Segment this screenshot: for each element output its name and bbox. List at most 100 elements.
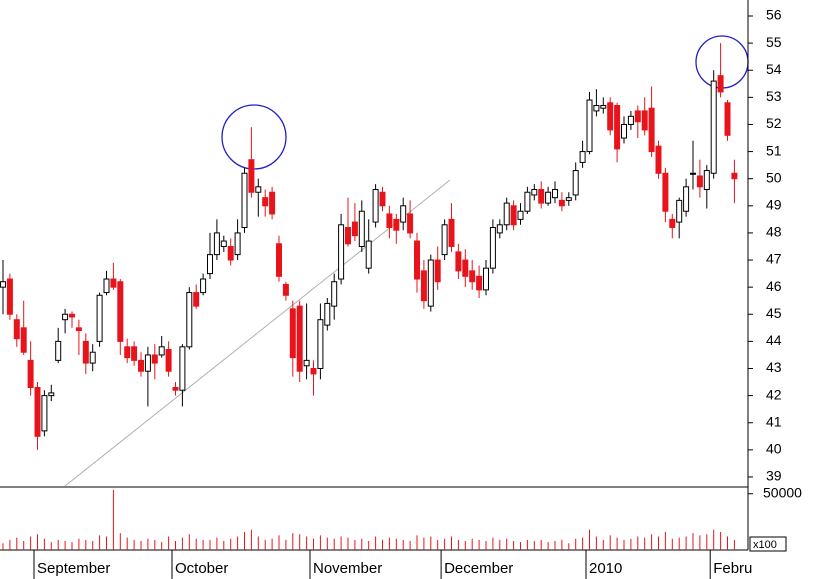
candle-body [517, 210, 524, 220]
candle-body [407, 213, 414, 234]
candle-body [372, 189, 379, 223]
candle-body [710, 80, 717, 174]
y-tick-label: 54 [766, 61, 782, 77]
candle-body [724, 102, 731, 136]
candle-body [634, 110, 641, 123]
unit-box [749, 536, 787, 552]
candle-body [172, 386, 179, 391]
candle-body [96, 294, 103, 342]
candle-body [0, 281, 6, 288]
candle-body [110, 278, 117, 288]
candle-body [269, 191, 276, 215]
y-tick-label: 47 [766, 251, 782, 267]
x-tick-label: Febru [713, 560, 752, 577]
candle-body [138, 359, 144, 372]
candle-body [345, 227, 351, 245]
candle-body [676, 199, 683, 223]
candle-body [393, 218, 400, 231]
candle-body [655, 145, 662, 174]
candle-body [241, 172, 248, 229]
candle-body [282, 283, 289, 296]
candle-body [455, 251, 462, 272]
candle-body [489, 227, 496, 269]
candle-body [621, 123, 627, 139]
candle-body [400, 205, 407, 223]
volume-tick-label: 50000 [763, 484, 802, 500]
candle-body [510, 205, 517, 226]
candle-body [462, 259, 469, 277]
volume-unit-label: x100 [753, 539, 777, 551]
x-tick-label: October [175, 560, 228, 577]
candle-body [20, 327, 27, 353]
candle-body [627, 115, 634, 125]
y-tick-label: 55 [766, 34, 782, 50]
candle-body [89, 351, 96, 364]
candle-body [538, 189, 545, 204]
candle-body [165, 349, 172, 372]
candle-body [614, 104, 621, 150]
candle-body [276, 243, 282, 277]
candle-body [607, 102, 614, 131]
y-tick-label: 56 [766, 7, 782, 23]
candle-body [151, 354, 158, 364]
candle-body [310, 368, 317, 375]
y-tick-label: 48 [766, 224, 782, 240]
candle-body [248, 159, 255, 193]
candle-body [331, 281, 338, 307]
candle-body [683, 186, 690, 212]
candle-body [179, 346, 186, 391]
candle-body [386, 213, 393, 229]
candle-body [144, 354, 151, 372]
candle-body [158, 346, 165, 356]
candle-body [641, 110, 648, 131]
candle-body [62, 313, 69, 321]
candle-body [503, 202, 510, 226]
y-tick-label: 51 [766, 142, 782, 158]
candle-body [441, 224, 448, 256]
candle-body [69, 313, 75, 318]
candle-body [75, 327, 82, 332]
candle-body [545, 191, 552, 204]
candle-body [579, 151, 586, 163]
candle-body [193, 292, 200, 307]
candle-body [448, 218, 455, 247]
candle-body [103, 278, 110, 294]
candle-body [296, 305, 303, 372]
candle-body [6, 278, 13, 315]
candle-body [648, 107, 655, 153]
candle-body [434, 259, 441, 283]
candle-body [690, 172, 696, 175]
x-tick-label: December [444, 560, 513, 577]
candle-body [358, 210, 365, 247]
candle-body [200, 278, 207, 294]
candle-body [234, 232, 241, 256]
candle-body [48, 392, 55, 397]
candle-body [41, 395, 48, 432]
candle-body [324, 302, 331, 326]
candle-body [572, 170, 579, 196]
candle-body [131, 346, 138, 361]
candle-body [27, 359, 34, 388]
trend-line [64, 179, 451, 487]
y-tick-label: 43 [766, 359, 782, 375]
candle-body [351, 221, 358, 237]
y-tick-label: 53 [766, 88, 782, 104]
candle-body [531, 189, 538, 196]
candle-body [55, 340, 62, 361]
candle-body [227, 245, 234, 261]
x-tick-label: September [37, 560, 110, 577]
candle-body [731, 172, 738, 180]
x-tick-label: 2010 [589, 560, 622, 577]
candle-body [558, 199, 565, 207]
x-tick-label: November [313, 560, 382, 577]
candle-body [220, 240, 227, 247]
y-tick-label: 42 [766, 386, 782, 402]
candle-body [669, 218, 676, 229]
candle-body [469, 270, 476, 283]
candle-body [303, 359, 310, 367]
candle-body [565, 197, 572, 201]
y-tick-label: 40 [766, 441, 782, 457]
candle-body [338, 224, 345, 280]
candle-body [427, 259, 434, 307]
